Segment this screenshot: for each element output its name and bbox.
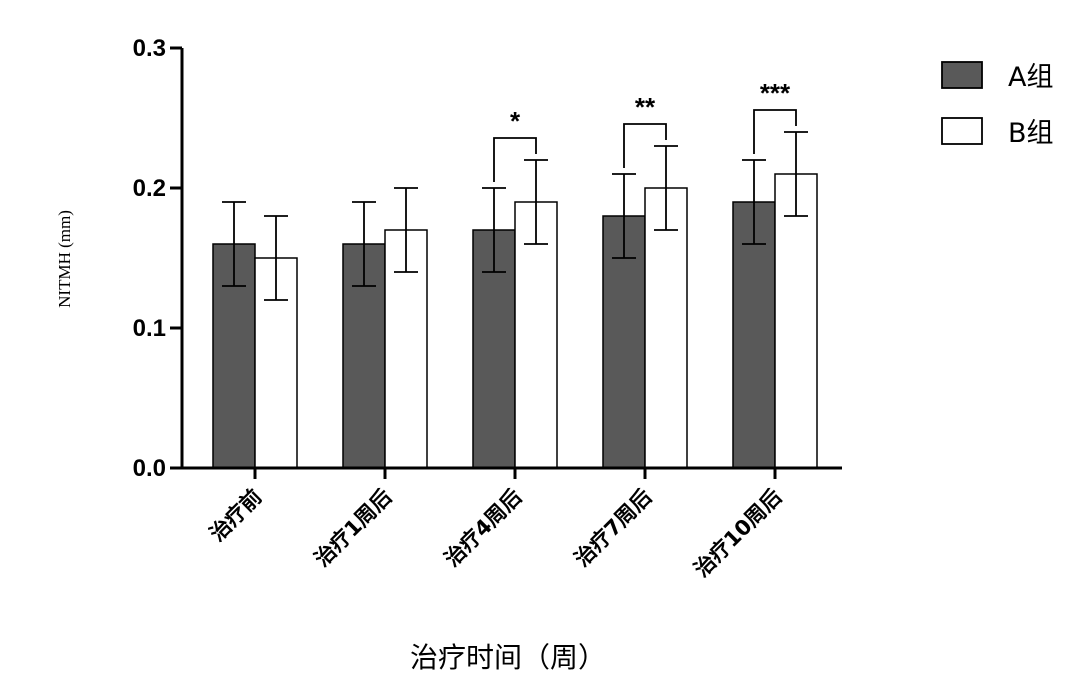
legend-swatch-a [941, 61, 983, 89]
y-tick-label-2: 0.2 [133, 175, 166, 202]
significance-brackets: * ** *** [493, 78, 797, 182]
y-axis-label: NITMH (mm) [55, 210, 74, 308]
error-bars [222, 131, 808, 301]
y-tick-label-0: 0.0 [133, 455, 166, 482]
legend-label-a: A组 [1008, 62, 1053, 93]
x-tick-label-0: 治疗前 [205, 485, 267, 547]
y-tick-label-3: 0.3 [133, 35, 166, 62]
significance-label-3: ** [635, 92, 656, 122]
x-tick-label-3: 治疗7周后 [570, 485, 657, 572]
bar-b-4 [774, 173, 818, 469]
bars [212, 173, 818, 469]
x-tick-label-2: 治疗4周后 [440, 485, 527, 572]
significance-label-2: * [510, 106, 521, 136]
significance-bracket-3 [623, 123, 667, 168]
legend-label-b: B组 [1008, 118, 1054, 149]
significance-bracket-4 [753, 109, 797, 154]
legend-swatch-b [941, 117, 983, 145]
legend: A组 B组 [941, 61, 1054, 149]
x-tick-label-1: 治疗1周后 [310, 485, 397, 572]
bar-b-1 [384, 229, 428, 469]
y-tick-label-1: 0.1 [133, 315, 166, 342]
bar-b-3 [644, 187, 688, 469]
bar-b-2 [514, 201, 558, 469]
significance-bracket-2 [493, 137, 537, 182]
x-axis-label: 治疗时间（周） [410, 641, 606, 674]
significance-label-4: *** [760, 78, 791, 108]
x-tick-label-4: 治疗10周后 [689, 485, 786, 582]
